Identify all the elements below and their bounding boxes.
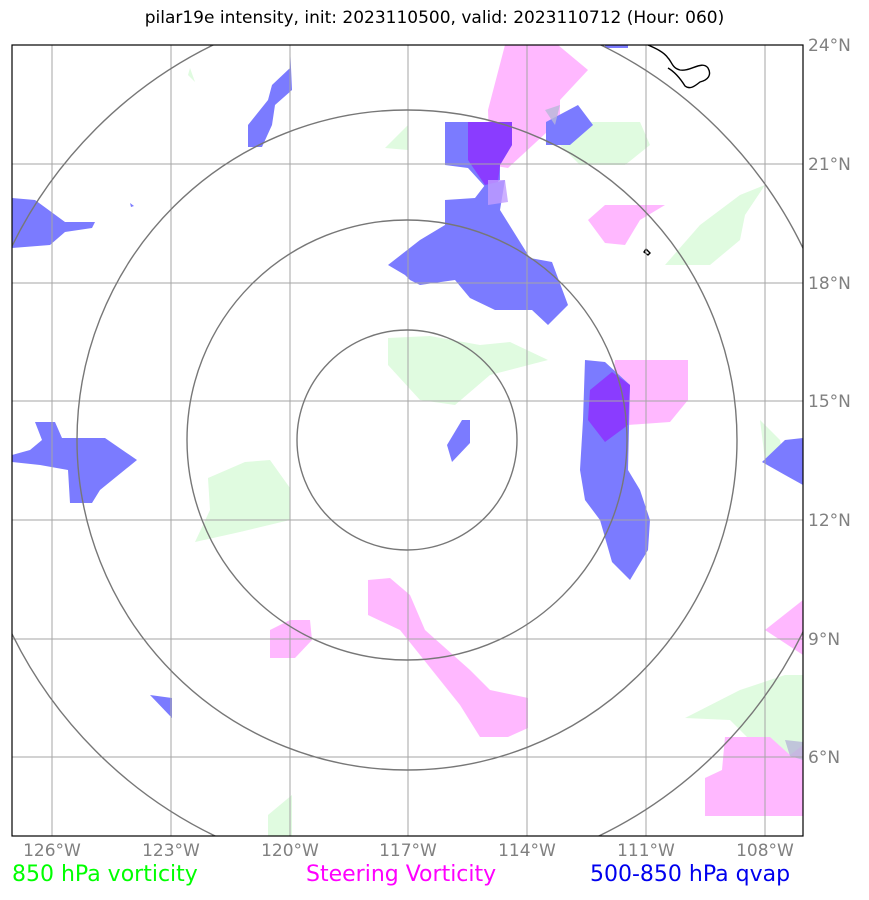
lat-tick-label: 9°N (808, 630, 840, 650)
vort850-patch (268, 795, 292, 836)
lat-tick-label: 15°N (808, 392, 851, 412)
lon-tick-label: 126°W (23, 841, 81, 861)
vort850-patch (195, 460, 290, 542)
qvap-patch (248, 45, 292, 147)
lon-tick-label: 117°W (379, 841, 437, 861)
legend-steering-vorticity: Steering Vorticity (306, 862, 497, 887)
overlap-patch (588, 372, 630, 442)
overlap-patch (468, 122, 512, 185)
steering-patch (610, 360, 688, 425)
qvap-patch (447, 420, 470, 462)
lon-tick-label: 108°W (736, 841, 794, 861)
qvap-patch (130, 203, 134, 207)
lon-tick-label: 114°W (498, 841, 556, 861)
range-ring (76, 109, 738, 771)
qvap-patch (150, 695, 172, 718)
qvap-patch (12, 422, 137, 503)
qvap-patch (605, 45, 628, 48)
qvap-patch (12, 198, 95, 248)
lat-tick-label: 12°N (808, 511, 851, 531)
vort850-patch (388, 336, 548, 405)
vort850-patch (665, 185, 765, 265)
gridlines (12, 45, 803, 836)
qvap-patch (546, 105, 593, 145)
lat-tick-label: 24°N (808, 36, 851, 56)
vort850-patch (188, 68, 195, 82)
lon-tick-label: 120°W (261, 841, 319, 861)
overlap-grey (545, 105, 803, 760)
plot-frame (11, 44, 804, 837)
steering-patch (488, 45, 588, 168)
coastline (643, 45, 711, 256)
steering-patch (765, 600, 803, 655)
range-ring (12, 45, 803, 836)
lon-tick-label: 111°W (617, 841, 675, 861)
steering-patch (368, 578, 528, 737)
range-ring (296, 329, 518, 551)
lat-tick-label: 18°N (808, 274, 851, 294)
lat-tick-label: 21°N (808, 155, 851, 175)
lat-tick-label: 6°N (808, 748, 840, 768)
qvap-patch (762, 438, 803, 485)
range-ring (186, 219, 628, 661)
lon-tick-label: 123°W (142, 841, 200, 861)
steering-patch (588, 205, 665, 245)
map-title: pilar19e intensity, init: 2023110500, va… (144, 8, 725, 28)
legend-850-vorticity: 850 hPa vorticity (12, 862, 198, 887)
longitude-tick-labels: 126°W 123°W 120°W 117°W 114°W 111°W 108°… (23, 841, 794, 861)
legend-qvap: 500-850 hPa qvap (590, 862, 791, 887)
overlap-pink-blue (488, 180, 508, 205)
latitude-tick-labels: 24°N 21°N 18°N 15°N 12°N 9°N 6°N (808, 36, 851, 768)
vort850-patch (385, 125, 408, 150)
qvap-patch (388, 180, 568, 325)
vort850-patch (685, 675, 803, 760)
overlap-regions (468, 122, 630, 442)
range-rings (12, 45, 803, 836)
